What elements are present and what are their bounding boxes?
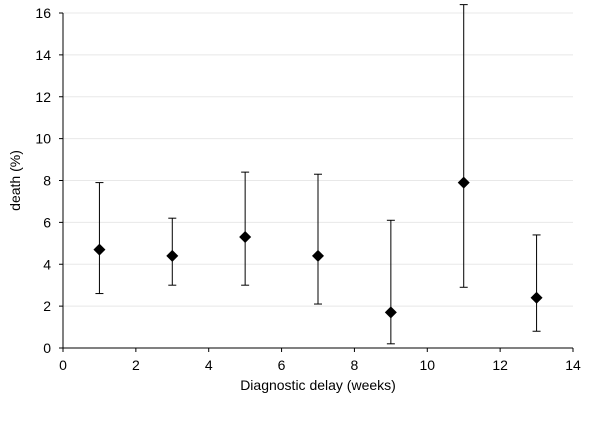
x-tick-label: 2 (132, 357, 140, 373)
y-tick-label: 6 (43, 214, 51, 230)
x-axis-ticks: 0 2 4 6 8 10 12 14 (59, 348, 581, 373)
y-axis-ticks: 0 2 4 6 8 10 12 14 16 (35, 5, 63, 356)
data-point-5 (457, 176, 470, 189)
data-point-4 (384, 306, 397, 319)
x-tick-label: 12 (492, 357, 508, 373)
error-bar-3 (314, 173, 322, 305)
x-tick-label: 8 (351, 357, 359, 373)
y-tick-label: 14 (35, 47, 51, 63)
error-bar-4 (386, 219, 395, 345)
y-tick-label: 8 (43, 173, 51, 189)
x-tick-label: 6 (278, 357, 286, 373)
y-tick-label: 12 (35, 89, 51, 105)
data-point-2 (239, 231, 252, 244)
y-tick-label: 0 (43, 340, 51, 356)
error-bar-5 (459, 4, 468, 288)
x-tick-label: 4 (205, 357, 213, 373)
data-point-0 (93, 243, 106, 256)
error-bars (95, 4, 541, 345)
data-point-6 (530, 291, 543, 304)
error-bar-0 (95, 182, 104, 295)
x-tick-label: 10 (419, 357, 435, 373)
x-tick-label: 0 (59, 357, 67, 373)
x-tick-label: 14 (565, 357, 581, 373)
x-axis-title: Diagnostic delay (weeks) (240, 377, 396, 393)
y-tick-label: 10 (35, 131, 51, 147)
data-points (93, 176, 543, 319)
error-bar-2 (241, 171, 250, 286)
y-tick-label: 4 (43, 256, 51, 272)
data-point-3 (312, 249, 324, 262)
y-axis-title: death (%) (7, 150, 23, 211)
y-tick-label: 16 (35, 5, 51, 21)
data-point-1 (166, 249, 179, 262)
y-tick-label: 2 (43, 298, 51, 314)
error-bar-6 (532, 234, 541, 332)
